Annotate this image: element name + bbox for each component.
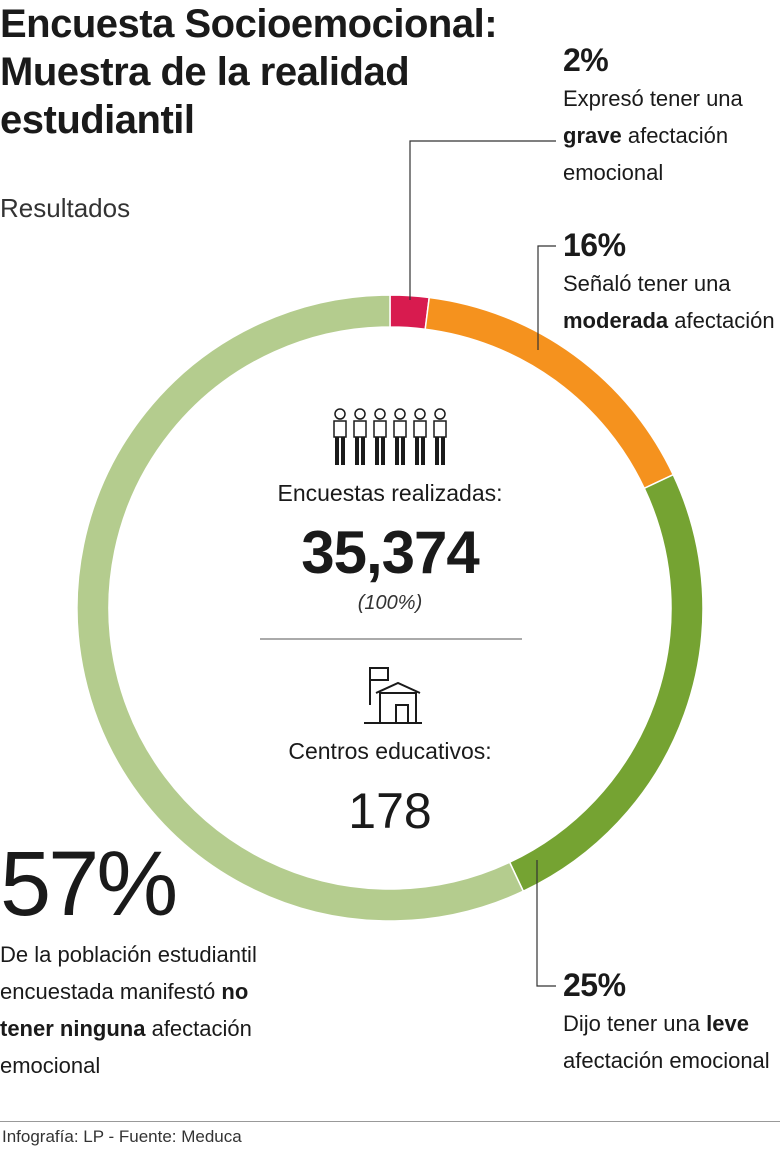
slice-grave [389,294,431,331]
leve-text-post: afectación emocional [563,1048,770,1073]
slice-ninguna [76,294,525,922]
ninguna-text-bold: no tener ninguna [0,979,249,1041]
surveys-percent: (100%) [357,592,423,614]
students-icon [333,408,447,466]
leader-line-leve [536,860,556,987]
page-subtitle: Resultados [0,193,131,223]
moderada-percent: 16% [563,227,626,263]
moderada-text-post: afectación [674,308,775,333]
surveys-label: Encuestas realizadas: [277,480,503,506]
annotation-moderada: 16% Señaló tener una moderada afectación [563,225,778,339]
ninguna-text-pre: De la población estudiantil encuestada m… [0,942,257,1004]
ninguna-text-post: afectación emocional [0,1016,252,1078]
page-title: Encuesta Socioemocional: Muestra de la r… [0,2,498,142]
centers-value: 178 [348,783,432,839]
leve-text-pre: Dijo tener una [563,1011,700,1036]
annotation-ninguna: 57% De la población estudiantil encuesta… [0,832,300,1084]
footer-credit: Infografía: LP - Fuente: Meduca [2,1127,242,1146]
surveys-value: 35,374 [301,519,480,586]
grave-text-bold: grave [563,123,622,148]
school-icon [364,667,422,724]
leader-lines [409,140,556,987]
ninguna-percent: 57% [0,833,178,935]
grave-percent: 2% [563,42,609,78]
moderada-text-pre: Señaló tener una [563,271,731,296]
leve-percent: 25% [563,967,626,1003]
grave-text-post: afectación emocional [563,123,729,185]
grave-text-pre: Expresó tener una [563,86,743,111]
footer-divider [0,1121,780,1122]
moderada-text-bold: moderada [563,308,669,333]
annotation-grave: 2% Expresó tener una grave afectación em… [563,40,773,191]
annotation-leve: 25% Dijo tener una leve afectación emoci… [563,965,778,1079]
leve-text-bold: leve [706,1011,749,1036]
leader-line-moderada [537,245,556,350]
leader-line-grave [409,140,556,300]
donut-slices [76,294,704,922]
centers-label: Centros educativos: [288,738,492,764]
